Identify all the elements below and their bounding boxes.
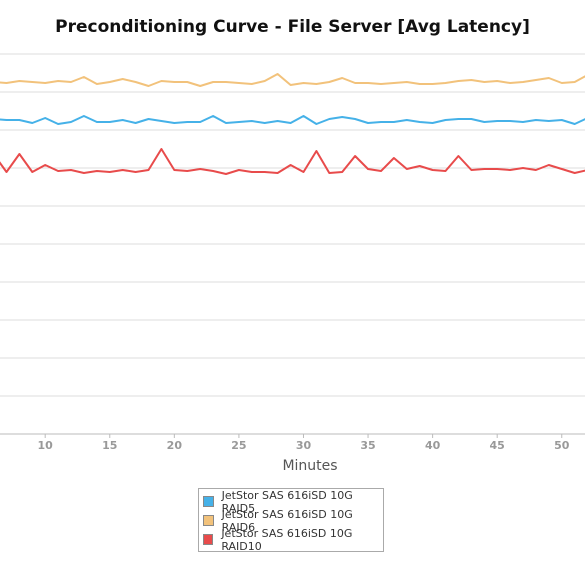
x-tick-label: 30 xyxy=(296,439,312,452)
x-tick-label: 35 xyxy=(360,439,375,452)
chart-title: Preconditioning Curve - File Server [Avg… xyxy=(55,17,530,37)
x-tick-label: 45 xyxy=(490,439,505,452)
legend-item-raid10[interactable]: JetStor SAS 616iSD 10G RAID10 xyxy=(199,527,383,553)
series-line-raid6 xyxy=(0,73,585,87)
legend: JetStor SAS 616iSD 10G RAID5 JetStor SAS… xyxy=(198,488,384,553)
legend-item-raid6[interactable]: JetStor SAS 616iSD 10G RAID6 xyxy=(199,508,383,534)
x-tick-label: 20 xyxy=(167,439,183,452)
x-tick-label: 10 xyxy=(38,439,54,452)
legend-swatch-raid6 xyxy=(203,515,214,526)
x-axis-label: Minutes xyxy=(282,458,338,474)
x-tick-label: 15 xyxy=(102,439,117,452)
legend-label-raid5: JetStor SAS 616iSD 10G RAID5 xyxy=(221,488,353,515)
x-tick-label: 50 xyxy=(554,439,570,452)
legend-swatch-raid5 xyxy=(203,496,214,507)
legend-label-raid6: JetStor SAS 616iSD 10G RAID6 xyxy=(221,507,353,534)
x-tick-label: 40 xyxy=(425,439,441,452)
legend-item-raid5[interactable]: JetStor SAS 616iSD 10G RAID5 xyxy=(199,489,383,515)
legend-label-raid10: JetStor SAS 616iSD 10G RAID10 xyxy=(221,526,353,553)
series-line-raid10 xyxy=(0,148,585,175)
legend-swatch-raid10 xyxy=(203,534,214,545)
series-line-raid5 xyxy=(0,115,585,125)
x-tick-label: 25 xyxy=(231,439,246,452)
